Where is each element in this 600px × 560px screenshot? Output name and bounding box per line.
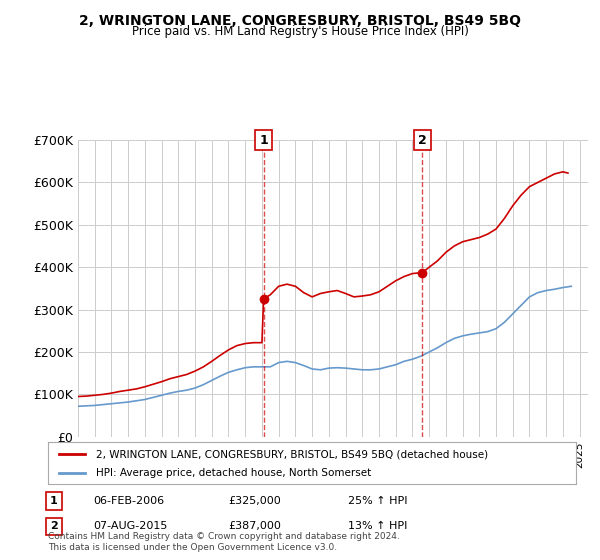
Text: Contains HM Land Registry data © Crown copyright and database right 2024.
This d: Contains HM Land Registry data © Crown c… [48,532,400,552]
Text: 1: 1 [259,133,268,147]
Text: 2, WRINGTON LANE, CONGRESBURY, BRISTOL, BS49 5BQ: 2, WRINGTON LANE, CONGRESBURY, BRISTOL, … [79,14,521,28]
Text: 2, WRINGTON LANE, CONGRESBURY, BRISTOL, BS49 5BQ (detached house): 2, WRINGTON LANE, CONGRESBURY, BRISTOL, … [95,449,488,459]
Text: HPI: Average price, detached house, North Somerset: HPI: Average price, detached house, Nort… [95,468,371,478]
Text: 1: 1 [50,496,58,506]
Text: 2: 2 [50,521,58,531]
Text: 25% ↑ HPI: 25% ↑ HPI [348,496,407,506]
Text: 2: 2 [418,133,427,147]
Text: 07-AUG-2015: 07-AUG-2015 [93,521,167,531]
Text: 06-FEB-2006: 06-FEB-2006 [93,496,164,506]
Text: 13% ↑ HPI: 13% ↑ HPI [348,521,407,531]
Text: Price paid vs. HM Land Registry's House Price Index (HPI): Price paid vs. HM Land Registry's House … [131,25,469,38]
Text: £387,000: £387,000 [228,521,281,531]
Text: £325,000: £325,000 [228,496,281,506]
